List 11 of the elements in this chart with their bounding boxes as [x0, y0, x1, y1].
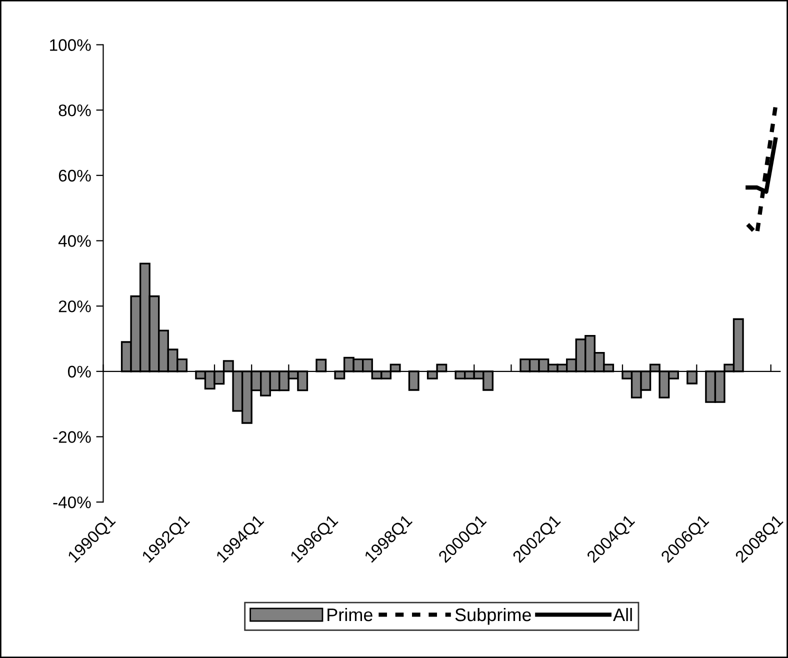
y-tick-label: 80%	[58, 104, 91, 116]
legend-label: Prime	[328, 608, 372, 622]
y-tick-label: 60%	[58, 170, 91, 182]
y-tick-label: -20%	[53, 431, 91, 443]
y-tick-label: 100%	[50, 39, 91, 51]
y-tick-label: -40%	[53, 496, 91, 508]
y-tick-label: 40%	[58, 235, 91, 247]
legend-label: All	[613, 608, 632, 622]
y-tick-label: 0%	[68, 366, 91, 378]
y-tick-label: 20%	[58, 300, 91, 312]
legend-label: Subprime	[455, 608, 531, 625]
